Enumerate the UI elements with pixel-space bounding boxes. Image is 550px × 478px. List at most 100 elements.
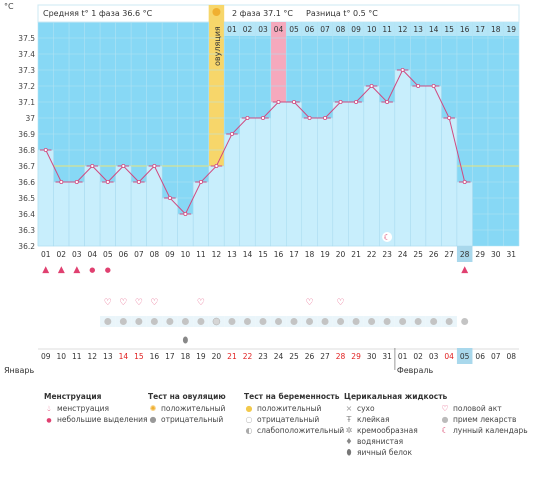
cycle-day-label: 17 (289, 250, 299, 259)
temperature-point (214, 163, 219, 168)
legend-title: Тест на беременность (244, 392, 340, 401)
temperature-bar (410, 85, 427, 247)
temperature-bar (68, 181, 85, 247)
calendar-date: 13 (103, 352, 113, 361)
temperature-bar (239, 117, 256, 247)
temperature-point (43, 147, 48, 152)
phase2-day-label: 18 (491, 25, 501, 34)
phase2-day-label: 06 (305, 25, 315, 34)
y-tick-label: 37 (25, 114, 35, 123)
legend-item: ● положительный (245, 404, 322, 413)
test-circle-icon (445, 318, 453, 325)
test-circle-icon (259, 318, 267, 325)
test-circle-icon (119, 318, 127, 325)
test-circle-icon (290, 318, 298, 325)
calendar-date: 20 (212, 352, 222, 361)
temperature-bar (177, 213, 194, 247)
temperature-point (59, 179, 64, 184)
cycle-day-label: 13 (227, 250, 237, 259)
cycle-day-label: 24 (398, 250, 408, 259)
watery-icon: ♦ (345, 437, 353, 446)
cycle-day-label: 12 (212, 250, 222, 259)
cycle-day-label: 08 (150, 250, 160, 259)
legend-title: Церикальная жидкость (344, 392, 448, 401)
calendar-date: 27 (320, 352, 330, 361)
menstruation-icon: ● (105, 266, 111, 274)
calendar-date: 31 (382, 352, 392, 361)
legend-item: 💧︎ менструация (44, 404, 109, 414)
gray-circle-icon: ● (149, 415, 157, 424)
calendar-date: 05 (460, 352, 470, 361)
temperature-bar (363, 85, 380, 247)
phase2-day-label: 04 (274, 25, 284, 34)
temperature-bar (99, 181, 116, 247)
phase2-day-label: 11 (382, 25, 392, 34)
test-circle-icon (104, 318, 112, 325)
creamy-icon: ✲ (345, 426, 353, 435)
temperature-point (229, 131, 234, 136)
cycle-day-label: 07 (134, 250, 144, 259)
heart-icon: ♡ (119, 298, 127, 308)
temperature-point (323, 116, 328, 121)
test-circle-icon (399, 318, 407, 325)
cycle-day-label: 30 (491, 250, 501, 259)
temperature-point (245, 116, 250, 121)
temperature-bar (115, 165, 132, 247)
cycle-day-label: 15 (258, 250, 268, 259)
temperature-bar (223, 133, 240, 247)
temperature-point (400, 68, 405, 73)
y-tick-label: 36.7 (18, 162, 35, 171)
sticky-icon: Ŧ (346, 415, 352, 424)
temperature-bar (130, 181, 147, 247)
test-circle-icon (430, 318, 438, 325)
phase2-day-label: 15 (444, 25, 454, 34)
calendar-date: 24 (274, 352, 284, 361)
y-tick-label: 37.3 (18, 66, 35, 75)
phase2-day-label: 13 (413, 25, 423, 34)
temperature-point (338, 100, 343, 105)
calendar-date: 18 (181, 352, 191, 361)
phase2-day-label: 03 (258, 25, 268, 34)
menstruation-icon: ▲ (73, 265, 80, 275)
temperature-difference: Разница t° 0.5 °C (306, 9, 378, 18)
phase2-day-label: 19 (506, 25, 516, 34)
y-tick-label: 36.2 (18, 242, 35, 251)
cycle-day-label: 06 (119, 250, 129, 259)
temperature-point (136, 179, 141, 184)
calendar-date: 28 (336, 352, 346, 361)
temperature-point (121, 163, 126, 168)
heart-icon: ♡ (197, 298, 205, 308)
phase2-day-label: 05 (289, 25, 299, 34)
heart-icon: ♡ (305, 298, 313, 308)
phase2-day-label: 17 (475, 25, 485, 34)
legend-item: ● прием лекарств (441, 415, 517, 424)
phase2-day-label: 16 (460, 25, 470, 34)
test-circle-icon (368, 318, 376, 325)
calendar-date: 19 (196, 352, 206, 361)
cycle-day-label: 21 (351, 250, 361, 259)
temperature-bar (208, 165, 225, 247)
calendar-date: 23 (258, 352, 268, 361)
phase2-day-label: 02 (243, 25, 253, 34)
calendar-date: 12 (88, 352, 98, 361)
menstruation-icon: ● (89, 266, 95, 274)
cycle-day-label: 11 (196, 250, 206, 259)
calendar-date: 11 (72, 352, 82, 361)
temperature-point (369, 84, 374, 89)
temperature-point (183, 211, 188, 216)
phase2-day-label: 14 (429, 25, 439, 34)
calendar-date: 16 (150, 352, 160, 361)
month-label: Февраль (397, 366, 434, 375)
test-circle-icon (212, 317, 221, 326)
cycle-day-label: 27 (444, 250, 454, 259)
y-tick-label: 37.1 (18, 98, 35, 107)
temperature-point (167, 195, 172, 200)
temperature-bar (254, 117, 271, 247)
ovulation-sun-icon (212, 8, 221, 16)
cycle-day-label: 22 (367, 250, 377, 259)
drop-icon: 💧︎ (47, 404, 51, 413)
y-tick-label: 36.3 (18, 226, 35, 235)
y-tick-label: 36.6 (18, 178, 35, 187)
legend-title: Тест на овуляцию (148, 392, 226, 401)
test-circle-icon (243, 318, 251, 325)
